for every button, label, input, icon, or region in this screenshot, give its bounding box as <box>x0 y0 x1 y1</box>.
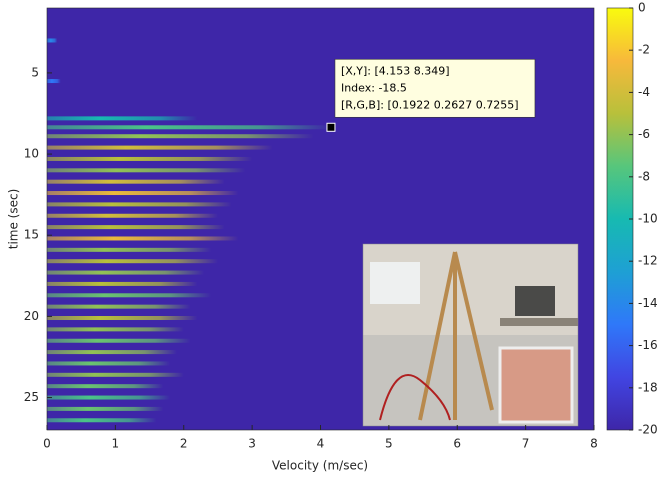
x-tick-label: 3 <box>248 437 256 451</box>
x-tick-label: 6 <box>453 437 461 451</box>
streak <box>47 202 232 207</box>
streak <box>47 259 218 264</box>
colorbar <box>606 7 634 431</box>
streak <box>47 145 273 150</box>
colorbar-tick-label: 0 <box>638 1 646 15</box>
datatip-line: [X,Y]: [4.153 8.349] <box>341 64 450 77</box>
y-tick-label: 20 <box>24 309 39 323</box>
colorbar-tick-label: -6 <box>638 127 650 141</box>
y-tick-label: 5 <box>31 65 39 79</box>
streak <box>47 304 191 309</box>
streak <box>47 213 218 218</box>
streak <box>47 134 314 139</box>
colorbar-tick-label: -8 <box>638 169 650 183</box>
photo-tripod-leg <box>418 251 457 421</box>
streak <box>47 156 253 161</box>
colorbar-tick-label: -2 <box>638 43 650 57</box>
streak <box>47 168 246 173</box>
streak <box>47 338 191 343</box>
photo-frame <box>362 243 579 427</box>
photo-bench <box>500 318 578 326</box>
y-tick-label: 10 <box>24 147 39 161</box>
photo-board <box>498 346 574 424</box>
streak <box>47 116 198 121</box>
streak <box>47 281 198 286</box>
datatip-box <box>334 58 536 118</box>
colorbar-tick-label: -4 <box>638 85 650 99</box>
streak <box>47 191 239 196</box>
x-tick-label: 2 <box>180 437 188 451</box>
colorbar-tick-label: -20 <box>638 423 658 437</box>
streak <box>47 316 198 321</box>
colorbar-tick-label: -10 <box>638 212 658 226</box>
streak <box>47 293 212 298</box>
x-tick-label: 0 <box>43 437 51 451</box>
datatip-line: [R,G,B]: [0.1922 0.2627 0.7255] <box>341 98 519 111</box>
colorbar-tick-label: -14 <box>638 296 658 310</box>
streak <box>47 270 205 275</box>
photo-cable <box>379 374 451 421</box>
streak <box>47 406 164 411</box>
streak <box>47 384 164 389</box>
streak <box>47 38 58 43</box>
streak <box>47 350 177 355</box>
y-axis-label: time (sec) <box>7 189 21 250</box>
photo-equipment <box>515 286 555 316</box>
datatip: [X,Y]: [4.153 8.349] Index: -18.5 [R,G,B]:… <box>334 58 536 118</box>
x-axis-label: Velocity (m/sec) <box>272 459 368 473</box>
x-tick-label: 1 <box>112 437 120 451</box>
x-tick-label: 8 <box>590 437 598 451</box>
streak <box>47 179 225 184</box>
colorbar-tick-label: -12 <box>638 254 658 268</box>
y-tick-label: 25 <box>24 390 39 404</box>
x-tick-label: 7 <box>522 437 530 451</box>
inset-photo <box>362 243 579 427</box>
photo-window <box>370 262 420 304</box>
streak <box>47 79 61 84</box>
streak <box>47 372 184 377</box>
streak <box>47 418 157 423</box>
y-tick-label: 15 <box>24 228 39 242</box>
datatip-marker <box>326 122 336 132</box>
streak <box>47 361 171 366</box>
x-tick-label: 5 <box>385 437 393 451</box>
datatip-line: Index: -18.5 <box>341 81 407 94</box>
streak <box>47 247 212 252</box>
colorbar-tick-label: -18 <box>638 380 658 394</box>
streak <box>47 236 239 241</box>
x-tick-label: 4 <box>317 437 325 451</box>
colorbar-tick-label: -16 <box>638 338 658 352</box>
photo-tripod-leg <box>453 251 494 411</box>
streak <box>47 327 184 332</box>
streak <box>47 125 331 130</box>
streak <box>47 225 225 230</box>
streak <box>47 395 171 400</box>
